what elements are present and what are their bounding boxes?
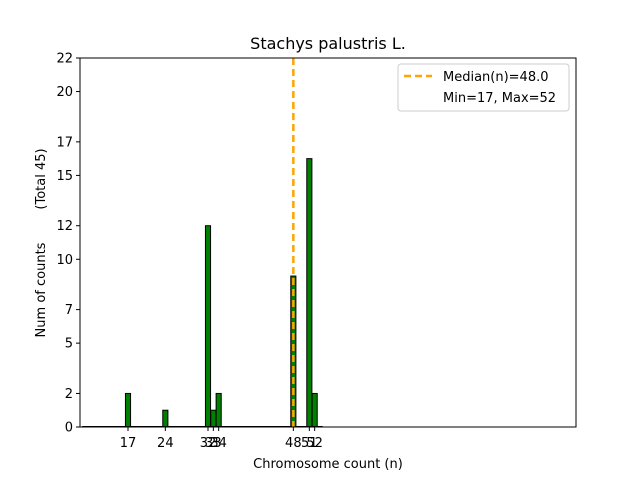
legend: Median(n)=48.0 Min=17, Max=52 <box>397 63 570 112</box>
y-tick-label-20: 20 <box>56 85 73 100</box>
legend-minmax-label: Min=17, Max=52 <box>443 91 556 106</box>
y-tick-label-7: 7 <box>65 303 73 318</box>
y-axis-label: Num of counts <box>34 242 49 337</box>
y-axis: 0 2 5 7 10 12 15 17 20 22 <box>56 52 80 436</box>
bar-n-33 <box>210 409 217 428</box>
x-tick-label-51: 51 <box>301 436 318 451</box>
bar-n-34 <box>215 392 222 428</box>
y-axis-total-label: (Total 45) <box>34 148 49 209</box>
y-tick-label-22: 22 <box>56 52 73 67</box>
x-tick-label-17: 17 <box>120 436 137 451</box>
plot-frame <box>79 57 577 428</box>
bar-n-52 <box>311 392 318 428</box>
x-tick-label-34: 34 <box>210 436 227 451</box>
y-tick-label-10: 10 <box>56 253 73 268</box>
x-tick-label-48: 48 <box>285 436 302 451</box>
bar-n-24 <box>162 409 169 428</box>
bar-n-51 <box>306 158 313 428</box>
x-tick-label-33: 33 <box>205 436 222 451</box>
legend-box <box>397 63 570 112</box>
x-tick-label-24: 24 <box>157 436 174 451</box>
x-tick-label-32: 32 <box>200 436 217 451</box>
x-axis-label: Chromosome count (n) <box>253 457 403 472</box>
y-tick-label-15: 15 <box>56 169 73 184</box>
bar-n-32 <box>204 225 212 428</box>
y-tick-label-12: 12 <box>56 219 73 234</box>
y-tick-label-17: 17 <box>56 135 73 150</box>
x-tick-label-52: 52 <box>306 436 323 451</box>
y-tick-label-5: 5 <box>65 337 73 352</box>
y-tick-label-2: 2 <box>65 387 73 402</box>
y-tick-label-0: 0 <box>65 421 73 436</box>
bar-group <box>124 158 318 428</box>
legend-median-label: Median(n)=48.0 <box>443 70 549 85</box>
bar-n-17 <box>124 392 132 428</box>
chart-title: Stachys palustris L. <box>250 34 406 53</box>
